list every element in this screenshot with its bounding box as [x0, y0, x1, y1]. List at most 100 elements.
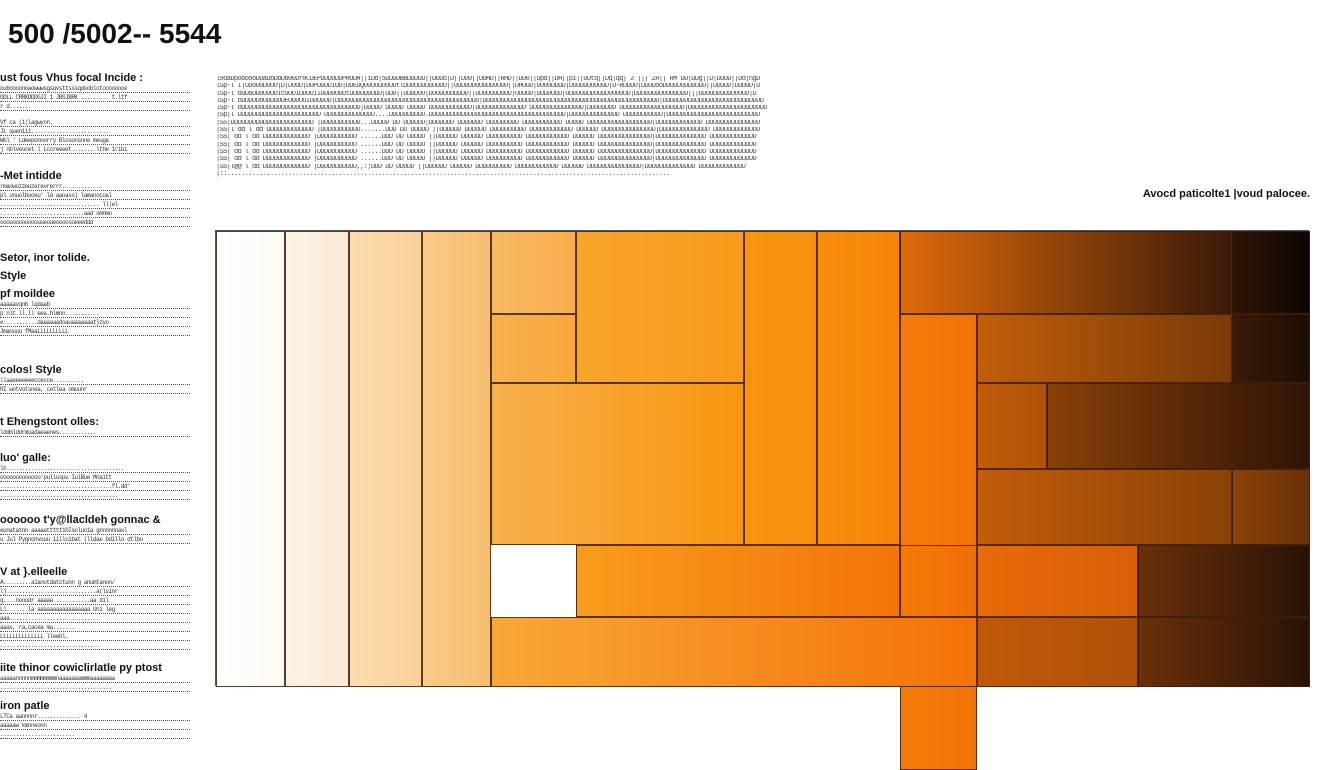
text-block-row: |SS| dd l dd DDDDDDDDDDDDD |DDDDDDDDDDD … [216, 148, 757, 156]
sidebar-section-line: q....nooodr aaaaa ...........aa dil [0, 597, 190, 605]
sidebar-section-heading: Style [0, 270, 27, 282]
palette-swatch [491, 231, 576, 314]
text-block-row: lSp-l bDDDDDDDDDDDDDDDDDDDDDDDDDDDDDDDDD… [216, 105, 768, 113]
sidebar-section: oooooo t'y@llacldeh gonnac & eunatatnn aa… [0, 514, 190, 544]
sidebar-section-line: ...........................aad omnmo [0, 210, 190, 218]
palette-swatch [817, 231, 900, 545]
sidebar-section-line: JL quenii1......................... [0, 128, 190, 136]
text-block-row: |SS| dd l dd DDDDDDDDDDDDD |DDDDDDDDDDD … [216, 134, 757, 142]
sidebar-section-line: ................................ [0, 642, 190, 650]
sidebar-section-line: aaaaannnnnmmmmmmmmnaaaaaaammmaaaaaaaa [0, 675, 190, 683]
sidebar-section-line: lh...................................... [0, 465, 190, 473]
sidebar-section-line: Wbl ' Ldeeponnorry Blosonsnne meuga [0, 137, 190, 145]
sidebar-section-line: aaaaaw kmnneonn [0, 722, 190, 730]
text-block-row: lSp-l bDDDDDoODDDDDEODDOOIDDODDD|DDDODDD… [216, 97, 764, 105]
sidebar-section-heading: colos! Style [0, 364, 62, 376]
palette-swatch [1138, 617, 1310, 687]
palette-swatch [1138, 545, 1310, 617]
text-block-row: lSp-l bDDbDDDOOOOIcOOOIDDOOIIDDDOODDtDDD… [216, 90, 757, 98]
palette-swatch [285, 231, 349, 687]
sidebar-section: iron patle LTCa aannnnr.............. 4 aa… [0, 700, 190, 739]
sidebar-section-line: LTCa aannnnr.............. 4 [0, 713, 190, 721]
sidebar-section-line: ....................................fl.d… [0, 483, 190, 491]
sidebar-section-line: pl unuolbooeu' lâ aaoass) lamanocoal [0, 192, 190, 200]
sidebar-section: colos! Style llaaeeeeeeeccecce.......... R… [0, 364, 190, 394]
palette-swatch [491, 617, 977, 687]
palette-swatch [1047, 383, 1310, 469]
palette-swatch [1232, 231, 1310, 314]
palette-swatch [900, 314, 977, 770]
palette-swatch [977, 383, 1047, 469]
palette-swatch [349, 231, 422, 687]
sidebar-section-heading: ust fous Vhus focal Incide : [0, 72, 144, 84]
sidebar-section-line: e...........daaaaaadoauaaaaaaat}zyo [0, 319, 190, 327]
palette-swatch [576, 545, 900, 617]
sidebar-section-line: rmaowozzeuzerevrerrr............. [0, 183, 190, 191]
sidebar-section: Vf ca (1)lagwyon. JL quenii1.............… [0, 118, 190, 154]
sidebar-section-line: r d....... [0, 103, 190, 111]
sidebar-section-heading: Setor, inor tolide. [0, 252, 90, 264]
sidebar-section-line: ooooooooooooo'pulluspu IulBue Mnaitt [0, 474, 190, 482]
sidebar-section-line: aaas, ra,cacea ma....... [0, 624, 190, 632]
sidebar-section: Style [0, 270, 190, 282]
palette-caption: Avocd paticolte1 |voud palocee. [1142, 188, 1310, 200]
sidebar-section-line: u Jul Pygnonvuuu iilloibat (lldae bdillo… [0, 536, 190, 544]
sidebar-section: iite thinor cowiclirlatle py ptost aaaaan… [0, 662, 190, 692]
page-title: 500 /5002-- 5544 [8, 18, 222, 49]
palette-swatch [900, 231, 1232, 314]
sidebar-section-heading: V at }.elleelle [0, 566, 68, 578]
sidebar-section-line: aaa............................. [0, 615, 190, 623]
palette-swatch [576, 231, 744, 383]
sidebar-section-line: lj.............................a(lsinr [0, 588, 190, 596]
text-block-row: |SS|l@@ l dd DDDDDDDDDDDDD |DDDDDDDDDDD,… [216, 163, 746, 171]
sidebar-section-heading: t Ehengstont olles: [0, 416, 99, 428]
sidebar-section-line: aaaaavqnb lqdaab [0, 301, 190, 309]
sidebar-section-line: llaaeeeeeeeccecce.......... [0, 377, 190, 385]
sidebar-section-heading: -Met intidde [0, 170, 62, 182]
sidebar-section-heading: iite thinor cowiclirlatle py ptost [0, 662, 162, 674]
palette-swatch [491, 383, 744, 545]
sidebar-section-line: ouboooonoaowwwsgsuvsttsssqdooblotooooooo… [0, 85, 190, 93]
sidebar-section-line: eunatatnn aaaaattttt10Isoluo1a gnnnnnnax… [0, 527, 190, 535]
sidebar-section-line: .................................... [0, 684, 190, 692]
sidebar-section-line: ODLL CRRKDDDGJI 1 JBSJBRK ......... t.lt… [0, 94, 190, 102]
sidebar-section-line: ................................ ll|el [0, 201, 190, 209]
sidebar-section-heading: luo' galle: [0, 452, 51, 464]
text-block-row: |SS| dd l dd DDDDDDDDDDDDD |DDDDDDDDDDD … [216, 141, 757, 149]
sidebar-section-line: lddmlddrmuadaeaenes............ [0, 429, 190, 437]
text-block-row: lSp-l I|ODoOODOOO|D|DOOD|DOPDDDDIOD|DDED… [216, 83, 760, 91]
sidebar-section: t Ehengstont olles: lddmlddrmuadaeaenes..… [0, 416, 190, 437]
sidebar-section: V at }.elleelle A.........a1anotdatotunn … [0, 566, 190, 650]
sidebar-section-line: Ll.......la aaaaaaaaaaaaaaaaa Uni leg [0, 606, 190, 614]
sidebar-section-line: p nlt.ll.ll eea.hlmnn........... [0, 310, 190, 318]
palette-swatch [977, 617, 1138, 687]
sidebar-section-line: A.........a1anotdatotunn g anumtanon/ [0, 579, 190, 587]
palette-swatch [977, 469, 1232, 545]
palette-grid [215, 230, 1310, 770]
palette-swatch [900, 545, 977, 617]
sidebar-section-line: LLLLLLLLLLLLLL lleebl. [0, 633, 190, 641]
palette-swatch [1232, 314, 1310, 383]
text-block-row: l9oaDpoooooDDaDbDbDb00Dr0CDEPDDDDDDPRODH… [216, 76, 760, 83]
palette-swatch [216, 231, 285, 687]
text-block-row: |SS| dd l dd DDDDDDDDDDDDD |DDDDDDDDDDD … [216, 156, 757, 164]
sidebar-section: -Met intidde rmaowozzeuzerevrerrr........… [0, 170, 190, 227]
sidebar-section-heading: iron patle [0, 700, 50, 712]
text-block-row: |SS|DDDDDDDDDDDDDDDDDDDDDDD |DDDDDDDDDDD… [216, 119, 760, 127]
palette-swatch [1232, 469, 1310, 545]
sidebar-section-line: ........................ [0, 731, 190, 739]
sidebar-section-line: Vf ca (1)lagwyon. [0, 119, 190, 127]
sidebar-section-line: ooouoooooooouueoueoooosoeeeddd [0, 219, 190, 227]
sidebar-section: ust fous Vhus focal Incide : ouboooonoaow… [0, 72, 190, 111]
sidebar-section-line: RI wotvotsnea, cetlea omuunr [0, 386, 190, 394]
sidebar-section-line: Jmanuuu fMaaLLLLLLLLLL [0, 328, 190, 336]
text-block: l9oaDpoooooDDaDbDbDb00Dr0CDEPDDDDDDPRODH… [216, 76, 1310, 188]
palette-swatch [744, 231, 817, 545]
sidebar-section: pf moildee aaaaavqnb lqdaab p nlt.ll.ll ee… [0, 288, 190, 336]
palette-swatch [422, 231, 491, 687]
palette-swatch [491, 314, 576, 383]
sidebar-section-line: j nblveocet l Lccreeeet........lthe 1rib… [0, 146, 190, 154]
sidebar-section: luo' galle: lh...........................… [0, 452, 190, 500]
sidebar-section-heading: oooooo t'y@llacldeh gonnac & [0, 514, 161, 526]
palette-swatch [977, 314, 1232, 383]
